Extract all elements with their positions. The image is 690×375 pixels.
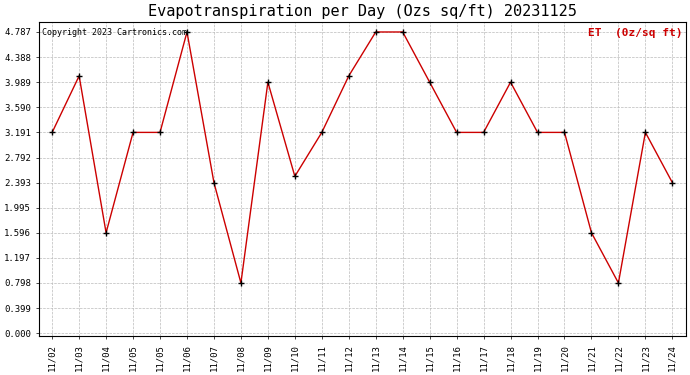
Text: Copyright 2023 Cartronics.com: Copyright 2023 Cartronics.com [42,28,187,37]
Text: ET  (0z/sq ft): ET (0z/sq ft) [588,28,682,38]
Title: Evapotranspiration per Day (Ozs sq/ft) 20231125: Evapotranspiration per Day (Ozs sq/ft) 2… [148,4,577,19]
